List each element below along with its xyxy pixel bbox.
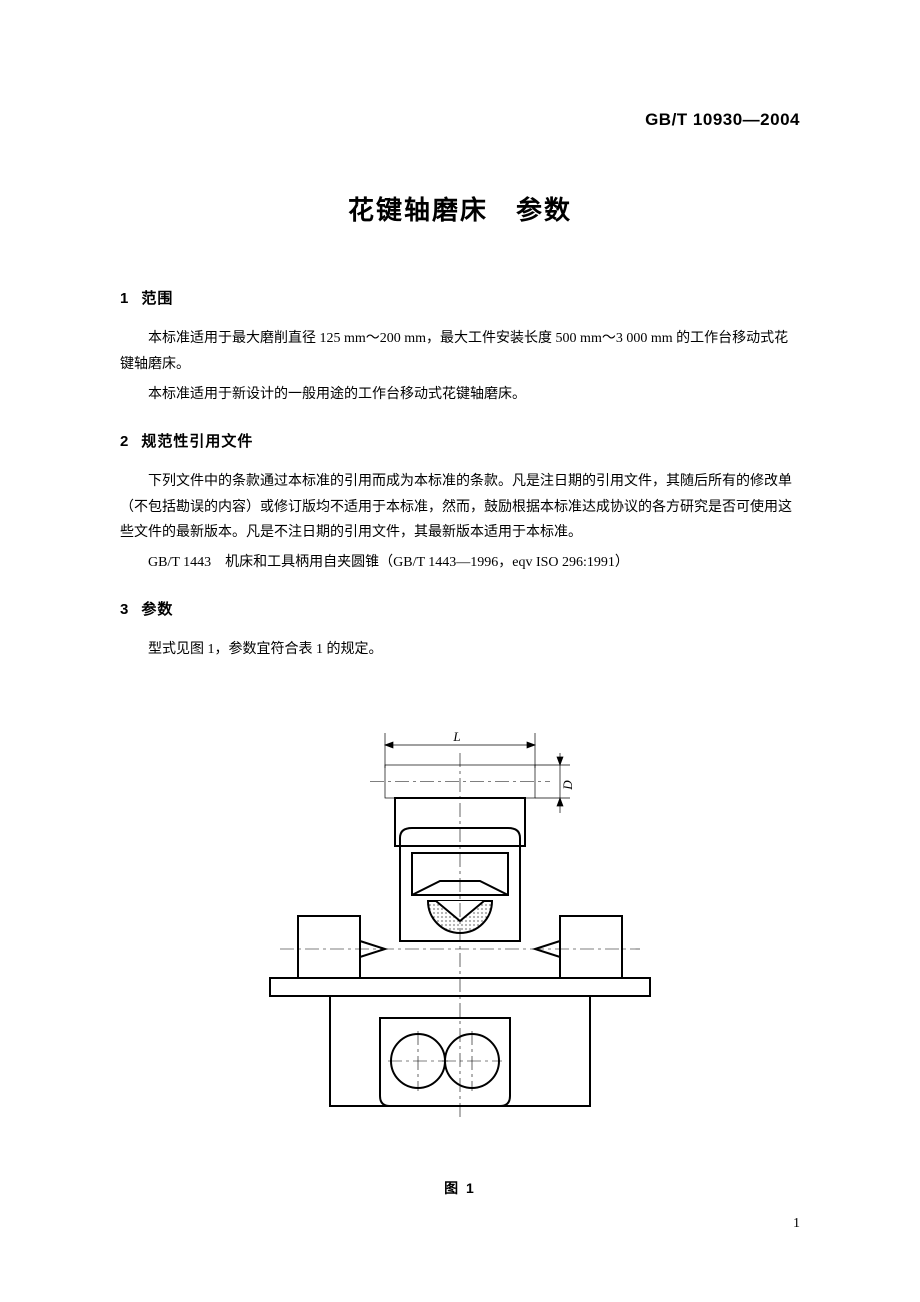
- section-1-p1: 本标准适用于最大磨削直径 125 mm～200 mm，最大工件安装长度 500 …: [120, 326, 800, 378]
- document-title: 花键轴磨床 参数: [120, 190, 800, 227]
- section-3-p1: 型式见图 1，参数宜符合表 1 的规定。: [120, 637, 800, 663]
- page-number: 1: [793, 1216, 800, 1232]
- section-3-title: 参数: [141, 601, 173, 618]
- standard-id: GB/T 10930—2004: [120, 110, 800, 130]
- section-1: 1 范围 本标准适用于最大磨削直径 125 mm～200 mm，最大工件安装长度 …: [120, 287, 800, 408]
- section-1-p2: 本标准适用于新设计的一般用途的工作台移动式花键轴磨床。: [120, 382, 800, 408]
- figure-1-diagram: L D: [240, 723, 680, 1123]
- dim-label-L: L: [452, 729, 460, 744]
- section-2-title: 规范性引用文件: [141, 433, 253, 450]
- section-3-heading: 3 参数: [120, 598, 800, 619]
- section-2: 2 规范性引用文件 下列文件中的条款通过本标准的引用而成为本标准的条款。凡是注日期…: [120, 430, 800, 577]
- section-2-ref1: GB/T 1443 机床和工具柄用自夹圆锥（GB/T 1443—1996，eqv…: [120, 550, 800, 576]
- section-2-heading: 2 规范性引用文件: [120, 430, 800, 451]
- figure-1-caption: 图 1: [120, 1178, 800, 1198]
- section-1-title: 范围: [141, 290, 173, 307]
- section-3-number: 3: [120, 601, 129, 618]
- section-2-number: 2: [120, 433, 129, 450]
- section-3: 3 参数 型式见图 1，参数宜符合表 1 的规定。: [120, 598, 800, 663]
- section-1-heading: 1 范围: [120, 287, 800, 308]
- section-1-number: 1: [120, 290, 129, 307]
- dim-label-D: D: [560, 780, 575, 791]
- section-2-p1: 下列文件中的条款通过本标准的引用而成为本标准的条款。凡是注日期的引用文件，其随后…: [120, 469, 800, 547]
- figure-1-container: L D: [120, 723, 800, 1123]
